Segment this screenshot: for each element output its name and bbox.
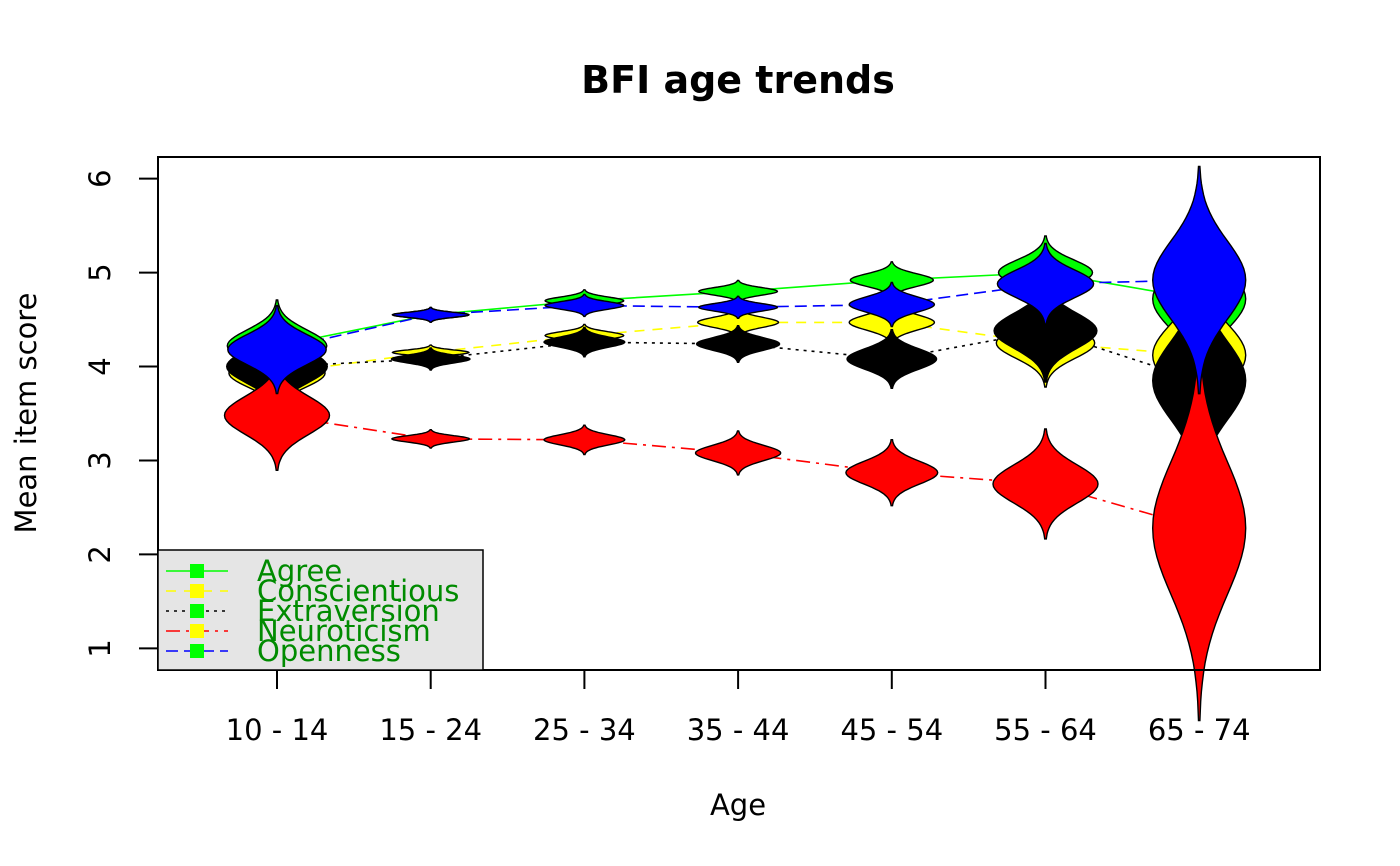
- violin-extraversion-45-54: [846, 329, 938, 389]
- violin-neuroticism-10-14: [223, 359, 331, 471]
- violin-extraversion-25-34: [543, 326, 626, 358]
- violin-openness-10-14: [227, 304, 327, 395]
- violin-openness-15-24: [391, 306, 470, 323]
- violin-extraversion-15-24: [390, 347, 471, 371]
- violin-neuroticism-15-24: [390, 429, 471, 449]
- violin-openness-25-34: [544, 293, 625, 318]
- violin-neuroticism-55-64: [992, 428, 1099, 540]
- y-axis-label: Mean item score: [9, 293, 43, 534]
- legend-marker-openness: [190, 644, 204, 658]
- y-tick-label: 4: [83, 357, 117, 375]
- x-axis: 10 - 14 15 - 24 25 - 34 35 - 44 45 - 54 55 - …: [226, 669, 1251, 747]
- legend-label-openness: Openness: [257, 634, 401, 668]
- violin-extraversion-55-64: [993, 278, 1098, 383]
- y-tick-label: 5: [83, 263, 117, 281]
- legend-marker-agree: [190, 564, 204, 578]
- legend-box: [157, 549, 484, 671]
- x-tick-label: 15 - 24: [379, 713, 482, 747]
- y-tick-label: 1: [83, 639, 117, 657]
- legend: AgreeConscientiousExtraversionNeuroticis…: [157, 549, 484, 671]
- violin-neuroticism-25-34: [543, 424, 626, 456]
- violin-extraversion-35-44: [695, 325, 781, 363]
- legend-label-conscientious: Conscientious: [257, 574, 459, 608]
- x-tick-label: 45 - 54: [840, 713, 943, 747]
- x-tick-label: 10 - 14: [226, 713, 329, 747]
- violin-neuroticism-45-54: [845, 439, 939, 507]
- y-tick-label: 2: [83, 545, 117, 563]
- x-tick-label: 35 - 44: [687, 713, 790, 747]
- legend-marker-extraversion: [190, 604, 204, 618]
- x-axis-label: Age: [710, 788, 766, 822]
- legend-label-agree: Agree: [257, 554, 342, 588]
- plot-frame: [157, 156, 1321, 671]
- y-tick-label: 6: [83, 169, 117, 187]
- legend-marker-conscientious: [190, 584, 204, 598]
- violin-neuroticism-65-74: [1151, 335, 1247, 722]
- legend-label-neuroticism: Neuroticism: [257, 614, 431, 648]
- x-tick-label: 55 - 64: [994, 713, 1097, 747]
- x-tick-label: 25 - 34: [533, 713, 636, 747]
- violin-openness-45-54: [848, 281, 936, 328]
- violin-openness-55-64: [996, 242, 1095, 325]
- legend-label-extraversion: Extraversion: [257, 594, 440, 628]
- violins: [223, 165, 1247, 722]
- chart-title: BFI age trends: [581, 58, 895, 102]
- violin-neuroticism-35-44: [694, 430, 782, 476]
- violin-openness-35-44: [697, 295, 779, 319]
- legend-marker-neuroticism: [190, 624, 204, 638]
- y-axis: 1 2 3 4 5 6: [83, 169, 159, 658]
- violin-openness-65-74: [1151, 165, 1247, 395]
- y-tick-label: 3: [83, 451, 117, 469]
